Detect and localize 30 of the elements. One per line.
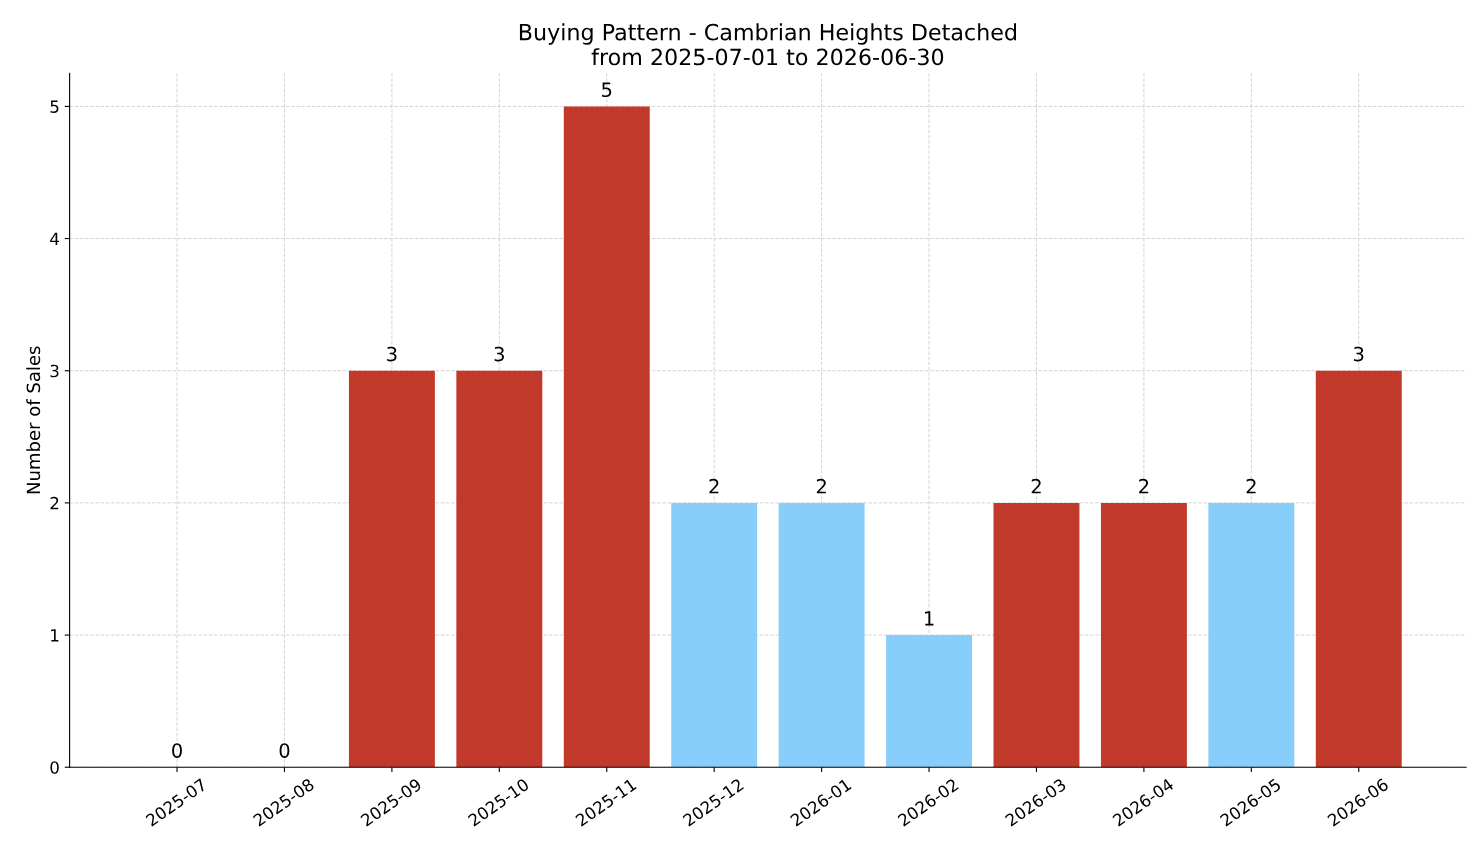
bar bbox=[993, 502, 1080, 768]
data-label: 2 bbox=[1139, 478, 1149, 494]
bar bbox=[1315, 370, 1402, 768]
y-axis-title: Number of Sales bbox=[26, 346, 41, 494]
y-tick-label: 3 bbox=[50, 364, 59, 378]
bar bbox=[1208, 502, 1295, 768]
y-tick-label: 4 bbox=[50, 232, 59, 245]
bar bbox=[563, 106, 650, 768]
chart-title: Buying Pattern - Cambrian Heights Detached from 2025-07-01 to 2026-06-30 bbox=[519, 23, 1017, 66]
y-tick-label: 2 bbox=[50, 496, 59, 510]
data-label: 2 bbox=[709, 478, 719, 494]
bar bbox=[778, 502, 865, 768]
data-label: 0 bbox=[172, 743, 182, 758]
data-label: 0 bbox=[279, 743, 290, 758]
bar bbox=[886, 635, 973, 768]
y-tick-label: 1 bbox=[51, 629, 59, 642]
bar bbox=[456, 370, 543, 768]
bar bbox=[348, 370, 435, 768]
bar bbox=[1100, 502, 1187, 768]
data-label: 2 bbox=[816, 478, 826, 494]
data-label: 3 bbox=[1354, 346, 1364, 362]
data-label: 3 bbox=[494, 346, 504, 362]
data-label: 1 bbox=[924, 611, 934, 626]
y-tick-label: 0 bbox=[50, 761, 59, 774]
data-label: 2 bbox=[1246, 478, 1256, 494]
bar bbox=[671, 502, 758, 768]
data-label: 3 bbox=[387, 346, 397, 362]
data-label: 5 bbox=[602, 82, 612, 98]
y-tick-label: 5 bbox=[50, 100, 59, 113]
data-label: 2 bbox=[1031, 478, 1041, 494]
